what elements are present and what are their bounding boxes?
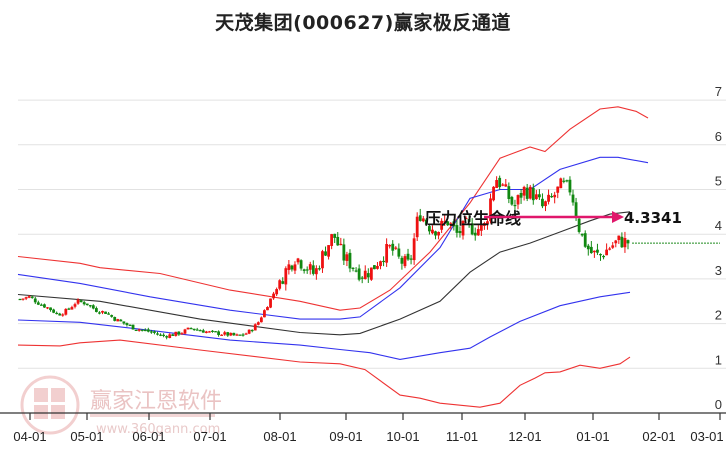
annotation-label: 压力位生命线 bbox=[425, 209, 521, 228]
y-tick-label: 2 bbox=[715, 308, 722, 323]
annotation-value: 4.3341 bbox=[624, 209, 682, 227]
grid-lines bbox=[18, 99, 726, 369]
arrow-head-icon bbox=[612, 211, 624, 223]
x-tick-label: 03-01 bbox=[690, 429, 723, 444]
pressure-annotation: 压力位生命线 4.3341 bbox=[425, 209, 682, 228]
channel-bands bbox=[17, 106, 649, 408]
y-tick-label: 1 bbox=[715, 352, 722, 367]
x-tick-label: 08-01 bbox=[263, 429, 296, 444]
x-tick-label: 01-01 bbox=[576, 429, 609, 444]
watermark-brand: 赢家江恩软件 bbox=[90, 389, 222, 414]
x-tick-label: 04-01 bbox=[13, 429, 46, 444]
x-tick-label: 05-01 bbox=[70, 429, 103, 444]
y-tick-label: 3 bbox=[715, 263, 722, 278]
candlesticks bbox=[18, 175, 630, 340]
x-tick-label: 06-01 bbox=[132, 429, 165, 444]
axes: 0 1 2 3 4 5 6 7 04-01 05-01 06-01 07-01 08-01 09-01 10… bbox=[0, 84, 726, 444]
lower_outer-line bbox=[17, 339, 631, 408]
x-tick-label: 11-01 bbox=[446, 429, 478, 444]
watermark-logo-icon bbox=[20, 375, 80, 435]
upper_outer-line bbox=[17, 106, 649, 311]
y-tick-label: 0 bbox=[715, 397, 722, 412]
y-tick-label: 6 bbox=[715, 129, 722, 144]
x-tick-label: 12-01 bbox=[508, 429, 541, 444]
middle-line bbox=[17, 211, 631, 336]
watermark-url: www.360gann.com bbox=[96, 422, 220, 437]
x-tick-label: 10-01 bbox=[386, 429, 419, 444]
x-tick-label: 09-01 bbox=[329, 429, 362, 444]
y-tick-label: 7 bbox=[715, 84, 722, 99]
x-tick-label: 02-01 bbox=[642, 429, 675, 444]
watermark: 赢家江恩软件 www.360gann.com bbox=[20, 375, 222, 437]
lower_inner-line bbox=[17, 291, 631, 360]
y-tick-label: 5 bbox=[715, 174, 722, 189]
y-tick-label: 4 bbox=[715, 218, 722, 233]
chart-title: 天茂集团(000627)赢家极反通道 bbox=[215, 12, 511, 34]
x-tick-label: 07-01 bbox=[193, 429, 226, 444]
upper_inner-line bbox=[17, 156, 649, 320]
